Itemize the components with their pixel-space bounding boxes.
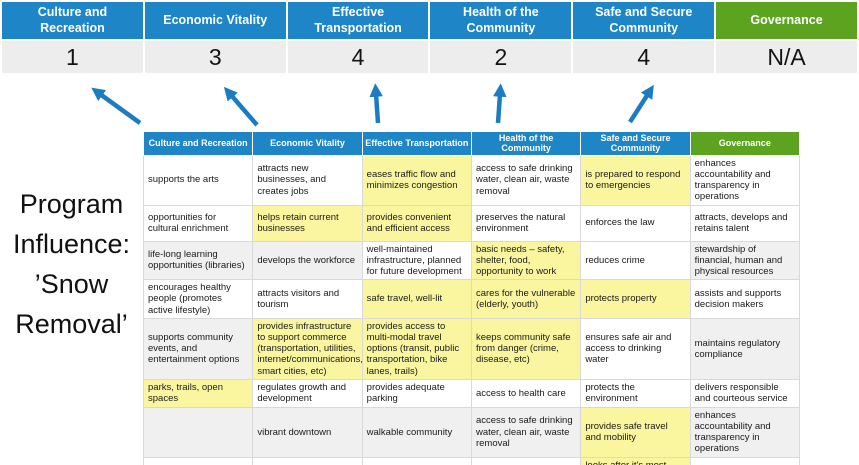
matrix-row: life-long learning opportunities (librar… [142, 240, 801, 281]
matrix-column-header: Governance [689, 131, 801, 156]
matrix-row: supports community events, and entertain… [142, 317, 801, 380]
matrix-column-header: Economic Vitality [252, 131, 363, 156]
summary-score: 3 [144, 41, 286, 73]
matrix-cell: protects the environment [580, 378, 691, 408]
matrix-cell: looks after it's most vulnerable [580, 456, 691, 465]
matrix-cell: parks, trails, open spaces [142, 378, 254, 408]
matrix-cell: cares for the vulnerable (elderly, youth… [470, 279, 582, 319]
matrix-cell: reduces crime [580, 240, 691, 281]
matrix-cell: provides infrastructure to support comme… [252, 317, 363, 380]
matrix-cell: attracts new businesses, and creates job… [252, 154, 363, 206]
influence-arrow-3 [369, 83, 383, 124]
matrix-cell: stewardship of financial, human and phys… [689, 240, 801, 281]
matrix-cell: assists and supports decision makers [689, 279, 801, 319]
matrix-row: vibrant downtown walkable community access… [142, 406, 801, 458]
matrix-cell: eases traffic flow and minimizes congest… [361, 154, 472, 206]
matrix-cell: attracts, develops and retains talent [689, 204, 801, 242]
summary-score: N/A [716, 41, 857, 73]
matrix-cell: supports the arts [142, 154, 254, 206]
program-title-line: Influence: [12, 229, 131, 259]
summary-score: 4 [573, 41, 715, 73]
matrix-cell: enhances accountability and transparency… [689, 154, 801, 206]
program-title-line: Program [19, 189, 124, 219]
matrix-cell [142, 456, 254, 465]
matrix-cell: develops the workforce [252, 240, 363, 281]
matrix-cell: supports community events, and entertain… [142, 317, 254, 380]
matrix-row: looks after it's most vulnerable [142, 456, 801, 465]
matrix-cell: vibrant downtown [252, 406, 363, 458]
matrix-cell [142, 406, 254, 458]
matrix-cell: helps retain current businesses [252, 204, 363, 242]
summary-column-6: Governance N/A [716, 2, 857, 73]
matrix-cell: access to safe drinking water, clean air… [470, 154, 582, 206]
program-title: Program Influence: ’Snow Removal’ [0, 184, 143, 344]
influence-arrow-4 [493, 83, 507, 124]
matrix-row: opportunities for cultural enrichment hel… [142, 204, 801, 242]
matrix-header-row: Culture and Recreation Economic Vitality E… [142, 131, 801, 156]
matrix-cell: safe travel, well-lit [361, 279, 472, 319]
summary-header: Culture and Recreation [2, 2, 143, 39]
matrix-cell: regulates growth and development [252, 378, 363, 408]
matrix-row: supports the arts attracts new businesses… [142, 154, 801, 206]
matrix-column-header: Culture and Recreation [142, 131, 254, 156]
matrix-row: encourages healthy people (promotes acti… [142, 279, 801, 319]
summary-column-5: Safe and Secure Community 4 [573, 2, 715, 73]
matrix-cell: walkable community [361, 406, 472, 458]
matrix-cell: protects property [580, 279, 691, 319]
matrix-cell: delivers responsible and courteous servi… [689, 378, 801, 408]
matrix-cell: access to safe drinking water, clean air… [470, 406, 582, 458]
influence-arrows [91, 83, 654, 127]
matrix-cell: provides safe travel and mobility [580, 406, 691, 458]
summary-score: 2 [430, 41, 572, 73]
matrix-cell: life-long learning opportunities (librar… [142, 240, 254, 281]
influence-arrow-2 [223, 86, 259, 127]
matrix-column-header: Effective Transportation [361, 131, 472, 156]
matrix-cell: maintains regulatory compliance [689, 317, 801, 380]
summary-score: 4 [287, 41, 429, 73]
matrix-cell [470, 456, 582, 465]
matrix-cell: opportunities for cultural enrichment [142, 204, 254, 242]
summary-column-3: Effective Transportation 4 [287, 2, 429, 73]
matrix-cell: preserves the natural environment [470, 204, 582, 242]
matrix-cell: basic needs – safety, shelter, food, opp… [470, 240, 582, 281]
matrix-cell: encourages healthy people (promotes acti… [142, 279, 254, 319]
program-title-line: Removal’ [15, 309, 128, 339]
matrix-cell [361, 456, 472, 465]
summary-column-2: Economic Vitality 3 [144, 2, 286, 73]
matrix-cell: provides adequate parking [361, 378, 472, 408]
matrix-cell [252, 456, 363, 465]
summary-header: Health of the Community [430, 2, 572, 39]
matrix-cell [689, 456, 801, 465]
matrix-column-header: Safe and Secure Community [580, 131, 691, 156]
summary-column-4: Health of the Community 2 [430, 2, 572, 73]
matrix-cell: attracts visitors and tourism [252, 279, 363, 319]
matrix-cell: enforces the law [580, 204, 691, 242]
influence-arrow-1 [91, 87, 142, 125]
program-title-line: ’Snow [34, 269, 109, 299]
matrix-column-header: Health of the Community [470, 131, 582, 156]
matrix-cell: ensures safe air and access to drinking … [580, 317, 691, 380]
influence-matrix: Culture and Recreation Economic Vitality E… [142, 131, 801, 465]
summary-header: Safe and Secure Community [573, 2, 715, 39]
matrix-cell: is prepared to respond to emergencies [580, 154, 691, 206]
matrix-cell: provides access to multi-modal travel op… [361, 317, 472, 380]
influence-arrow-5 [628, 84, 654, 124]
matrix-cell: well-maintained infrastructure, planned … [361, 240, 472, 281]
summary-header: Effective Transportation [287, 2, 429, 39]
summary-header: Economic Vitality [144, 2, 286, 39]
summary-column-1: Culture and Recreation 1 [2, 2, 143, 73]
score-summary: Culture and Recreation 1 Economic Vitality… [2, 2, 857, 73]
matrix-cell: keeps community safe from danger (crime,… [470, 317, 582, 380]
matrix-cell: access to health care [470, 378, 582, 408]
summary-score: 1 [2, 41, 143, 73]
summary-header: Governance [716, 2, 857, 39]
matrix-cell: enhances accountability and transparency… [689, 406, 801, 458]
matrix-cell: provides convenient and efficient access [361, 204, 472, 242]
matrix-row: parks, trails, open spaces regulates grow… [142, 378, 801, 408]
